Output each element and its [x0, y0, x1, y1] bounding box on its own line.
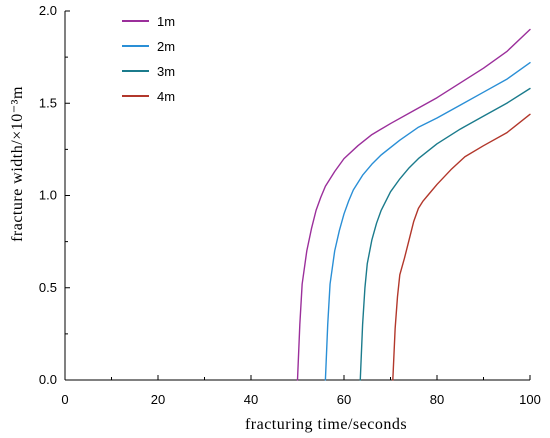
x-axis-title: fracturing time/seconds: [245, 416, 407, 433]
y-tick-label: 2.0: [39, 3, 57, 18]
axes: 0 20 40 60 80 100 0.0 0.5 1.0 1.5 2.0: [39, 3, 541, 407]
series-line-1m: [296, 28, 531, 381]
y-tick-label: 1.5: [39, 95, 57, 110]
y-tick-label: 0.5: [39, 280, 57, 295]
x-tick-label: 20: [151, 392, 165, 407]
x-tick-label: 0: [61, 392, 68, 407]
series-layer: [296, 28, 531, 381]
x-tick-label: 40: [244, 392, 258, 407]
legend-label-1m: 1m: [157, 14, 175, 29]
series-line-4m: [392, 113, 531, 381]
x-tick-label: 100: [519, 392, 541, 407]
legend-label-4m: 4m: [157, 89, 175, 104]
legend-label-3m: 3m: [157, 64, 175, 79]
y-tick-label: 0.0: [39, 372, 57, 387]
x-tick-label: 60: [337, 392, 351, 407]
legend: 1m 2m 3m 4m: [122, 14, 175, 104]
y-axis-title: fracture width/×10⁻³m: [9, 86, 26, 242]
x-tick-label: 80: [430, 392, 444, 407]
legend-label-2m: 2m: [157, 39, 175, 54]
series-line-2m: [324, 61, 531, 381]
series-line-3m: [359, 87, 531, 381]
y-tick-label: 1.0: [39, 188, 57, 203]
